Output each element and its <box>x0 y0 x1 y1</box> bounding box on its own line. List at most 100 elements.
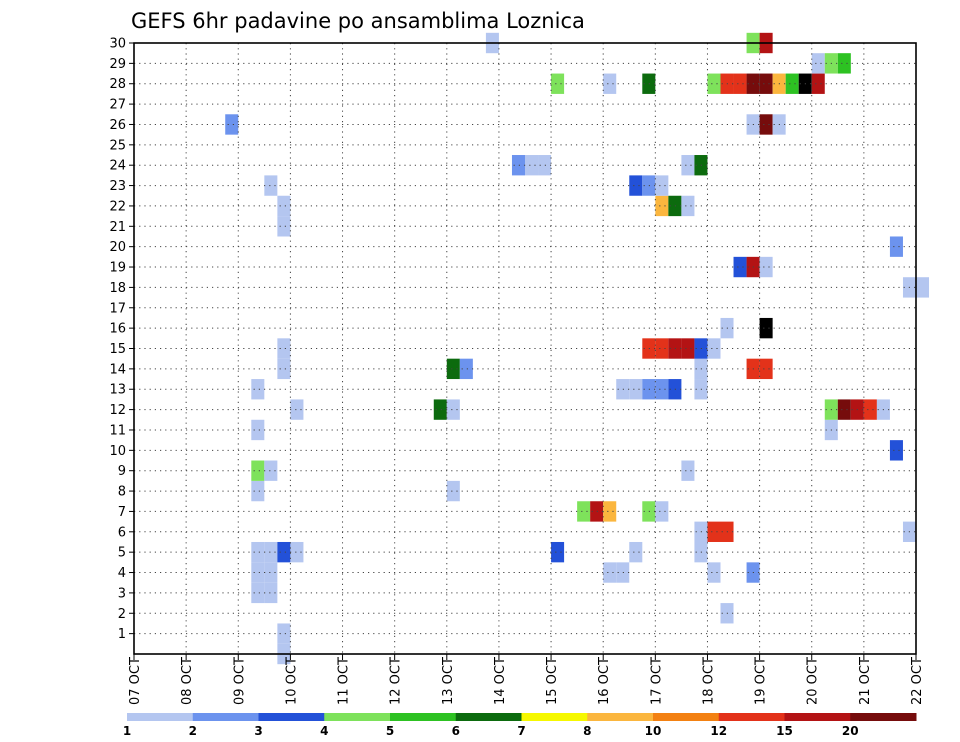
grid-lines <box>134 43 916 654</box>
colorbar-swatch <box>521 713 588 721</box>
colorbar-label: 4 <box>320 724 328 738</box>
heatmap-cell <box>681 195 695 217</box>
heatmap-cell <box>629 541 643 563</box>
heatmap-cell <box>681 460 695 481</box>
heatmap-cell <box>538 155 552 176</box>
y-tick-label: 28 <box>109 77 126 92</box>
x-axis: 07 OCT 08 OCT 09 OCT 10 OCT 11 OCT 12 OCT 13 O… <box>128 654 925 705</box>
heatmap-cell <box>889 236 903 257</box>
heatmap-cell <box>290 399 304 420</box>
heatmap-cell <box>264 175 278 196</box>
y-tick-label: 3 <box>118 586 126 601</box>
heatmap-cell <box>733 256 747 278</box>
colorbar-label: 3 <box>254 724 262 738</box>
y-tick-label: 7 <box>118 505 126 520</box>
heatmap-cell <box>251 582 265 604</box>
colorbar-label: 2 <box>189 724 197 738</box>
colorbar-label: 12 <box>710 724 727 738</box>
x-tick-label: 10 OCT <box>284 657 299 705</box>
heatmap-cell <box>511 155 525 176</box>
x-tick-label: 16 OCT <box>597 657 612 705</box>
heatmap-cell <box>616 562 630 583</box>
chart-title: GEFS 6hr padavine po ansamblima Loznica <box>131 9 585 33</box>
heatmap-cell <box>811 53 825 74</box>
colorbar-label: 15 <box>776 724 793 738</box>
y-tick-label: 25 <box>109 138 126 153</box>
y-tick-label: 15 <box>109 342 126 357</box>
x-tick-label: 19 OCT <box>754 657 769 705</box>
heatmap-cell <box>759 114 773 135</box>
y-tick-label: 29 <box>109 57 126 72</box>
y-tick-label: 16 <box>109 322 126 337</box>
heatmap-cell <box>759 73 773 94</box>
heatmap-cell <box>264 460 278 481</box>
colorbar-label: 1 <box>123 724 131 738</box>
colorbar-swatch <box>127 713 194 721</box>
y-tick-label: 26 <box>109 118 126 133</box>
y-tick-label: 17 <box>109 301 126 316</box>
heatmap-cell <box>655 338 669 359</box>
heatmap-cell <box>446 399 460 420</box>
x-tick-label: 07 OCT <box>128 657 143 705</box>
colorbar-swatch <box>324 713 391 721</box>
heatmap-cell <box>629 175 643 196</box>
heatmap-cell <box>251 419 265 441</box>
heatmap-cell <box>290 541 304 563</box>
heatmap-cell <box>251 480 265 502</box>
heatmap-cell <box>525 155 539 176</box>
y-tick-label: 1 <box>118 627 126 642</box>
y-tick-label: 27 <box>109 98 126 113</box>
y-tick-label: 22 <box>109 199 126 214</box>
colorbar-label: 6 <box>452 724 460 738</box>
heatmap-cell <box>590 501 604 522</box>
heatmap-cell <box>863 399 877 420</box>
y-tick-label: 13 <box>109 383 126 398</box>
y-tick-label: 23 <box>109 179 126 194</box>
heatmap-cell <box>603 562 617 583</box>
heatmap-cell <box>916 277 930 298</box>
heatmap-cell <box>707 338 721 359</box>
heatmap-cell <box>733 73 747 94</box>
heatmap-cell <box>759 358 773 380</box>
y-tick-label: 8 <box>118 485 126 500</box>
heatmap-cell <box>277 338 291 359</box>
heatmap-cell <box>433 399 447 420</box>
colorbar-legend: 1 2 3 4 5 6 7 8 10 12 15 20 <box>123 713 917 738</box>
heatmap-cell <box>459 358 473 380</box>
y-tick-label: 9 <box>118 464 126 479</box>
heatmap-cell <box>264 562 278 583</box>
heatmap-cell <box>707 73 721 94</box>
heatmap-cell <box>603 501 617 522</box>
heatmap-cells <box>225 32 930 665</box>
heatmap-cell <box>837 399 851 420</box>
heatmap-cell <box>446 358 460 380</box>
heatmap-cell <box>264 582 278 604</box>
y-tick-label: 20 <box>109 240 126 255</box>
y-tick-label: 14 <box>109 362 126 377</box>
heatmap-cell <box>225 114 239 135</box>
y-tick-label: 18 <box>109 281 126 296</box>
x-tick-label: 12 OCT <box>389 657 404 705</box>
colorbar-swatch <box>455 713 522 721</box>
x-tick-label: 11 OCT <box>337 657 352 705</box>
colorbar-label: 10 <box>645 724 662 738</box>
colorbar-swatch <box>784 713 851 721</box>
x-tick-label: 09 OCT <box>232 657 247 705</box>
y-tick-label: 19 <box>109 261 126 276</box>
colorbar-label: 20 <box>842 724 859 738</box>
heatmap-cell <box>707 521 721 542</box>
heatmap-cell <box>277 623 291 644</box>
colorbar-label: 8 <box>583 724 591 738</box>
y-tick-label: 24 <box>109 159 126 174</box>
heatmap-cell <box>655 195 669 217</box>
y-tick-label: 5 <box>118 546 126 561</box>
y-tick-label: 11 <box>109 423 126 438</box>
heatmap-cell <box>251 460 265 481</box>
x-tick-label: 18 OCT <box>701 657 716 705</box>
colorbar-label: 7 <box>517 724 525 738</box>
heatmap-cell <box>681 338 695 359</box>
heatmap-cell <box>277 216 291 237</box>
colorbar-label: 5 <box>386 724 394 738</box>
colorbar-swatch <box>718 713 785 721</box>
